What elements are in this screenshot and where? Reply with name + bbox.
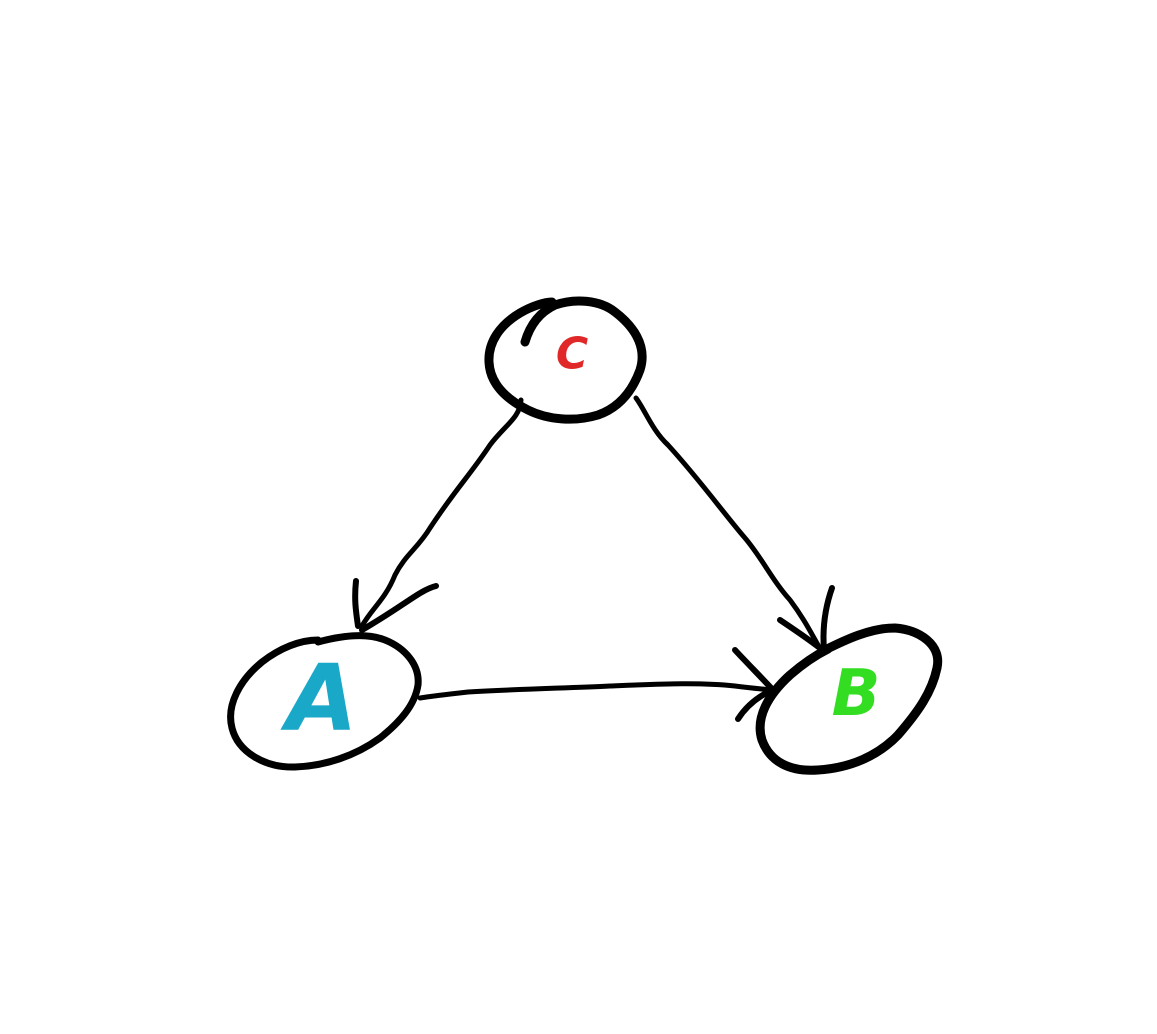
edge-c-to-a-line xyxy=(359,397,524,629)
node-b-outline xyxy=(755,623,943,775)
node-a-outline xyxy=(227,632,422,771)
edge-a-to-b-line xyxy=(417,681,775,701)
node-b-label: B xyxy=(832,657,881,731)
edge-c-to-a xyxy=(352,397,524,633)
edge-a-to-b-arrowhead xyxy=(732,647,776,722)
node-a-label: A xyxy=(280,645,357,752)
edge-c-to-b-line xyxy=(633,395,825,655)
edge-c-to-a-arrowhead xyxy=(352,578,439,633)
node-a: A xyxy=(227,632,422,771)
node-c-label: C xyxy=(556,329,588,380)
edge-c-to-b xyxy=(633,395,835,655)
edge-a-to-b xyxy=(417,647,776,722)
node-c-outline xyxy=(484,296,647,424)
node-b: B xyxy=(755,623,943,775)
node-c: C xyxy=(484,296,647,424)
